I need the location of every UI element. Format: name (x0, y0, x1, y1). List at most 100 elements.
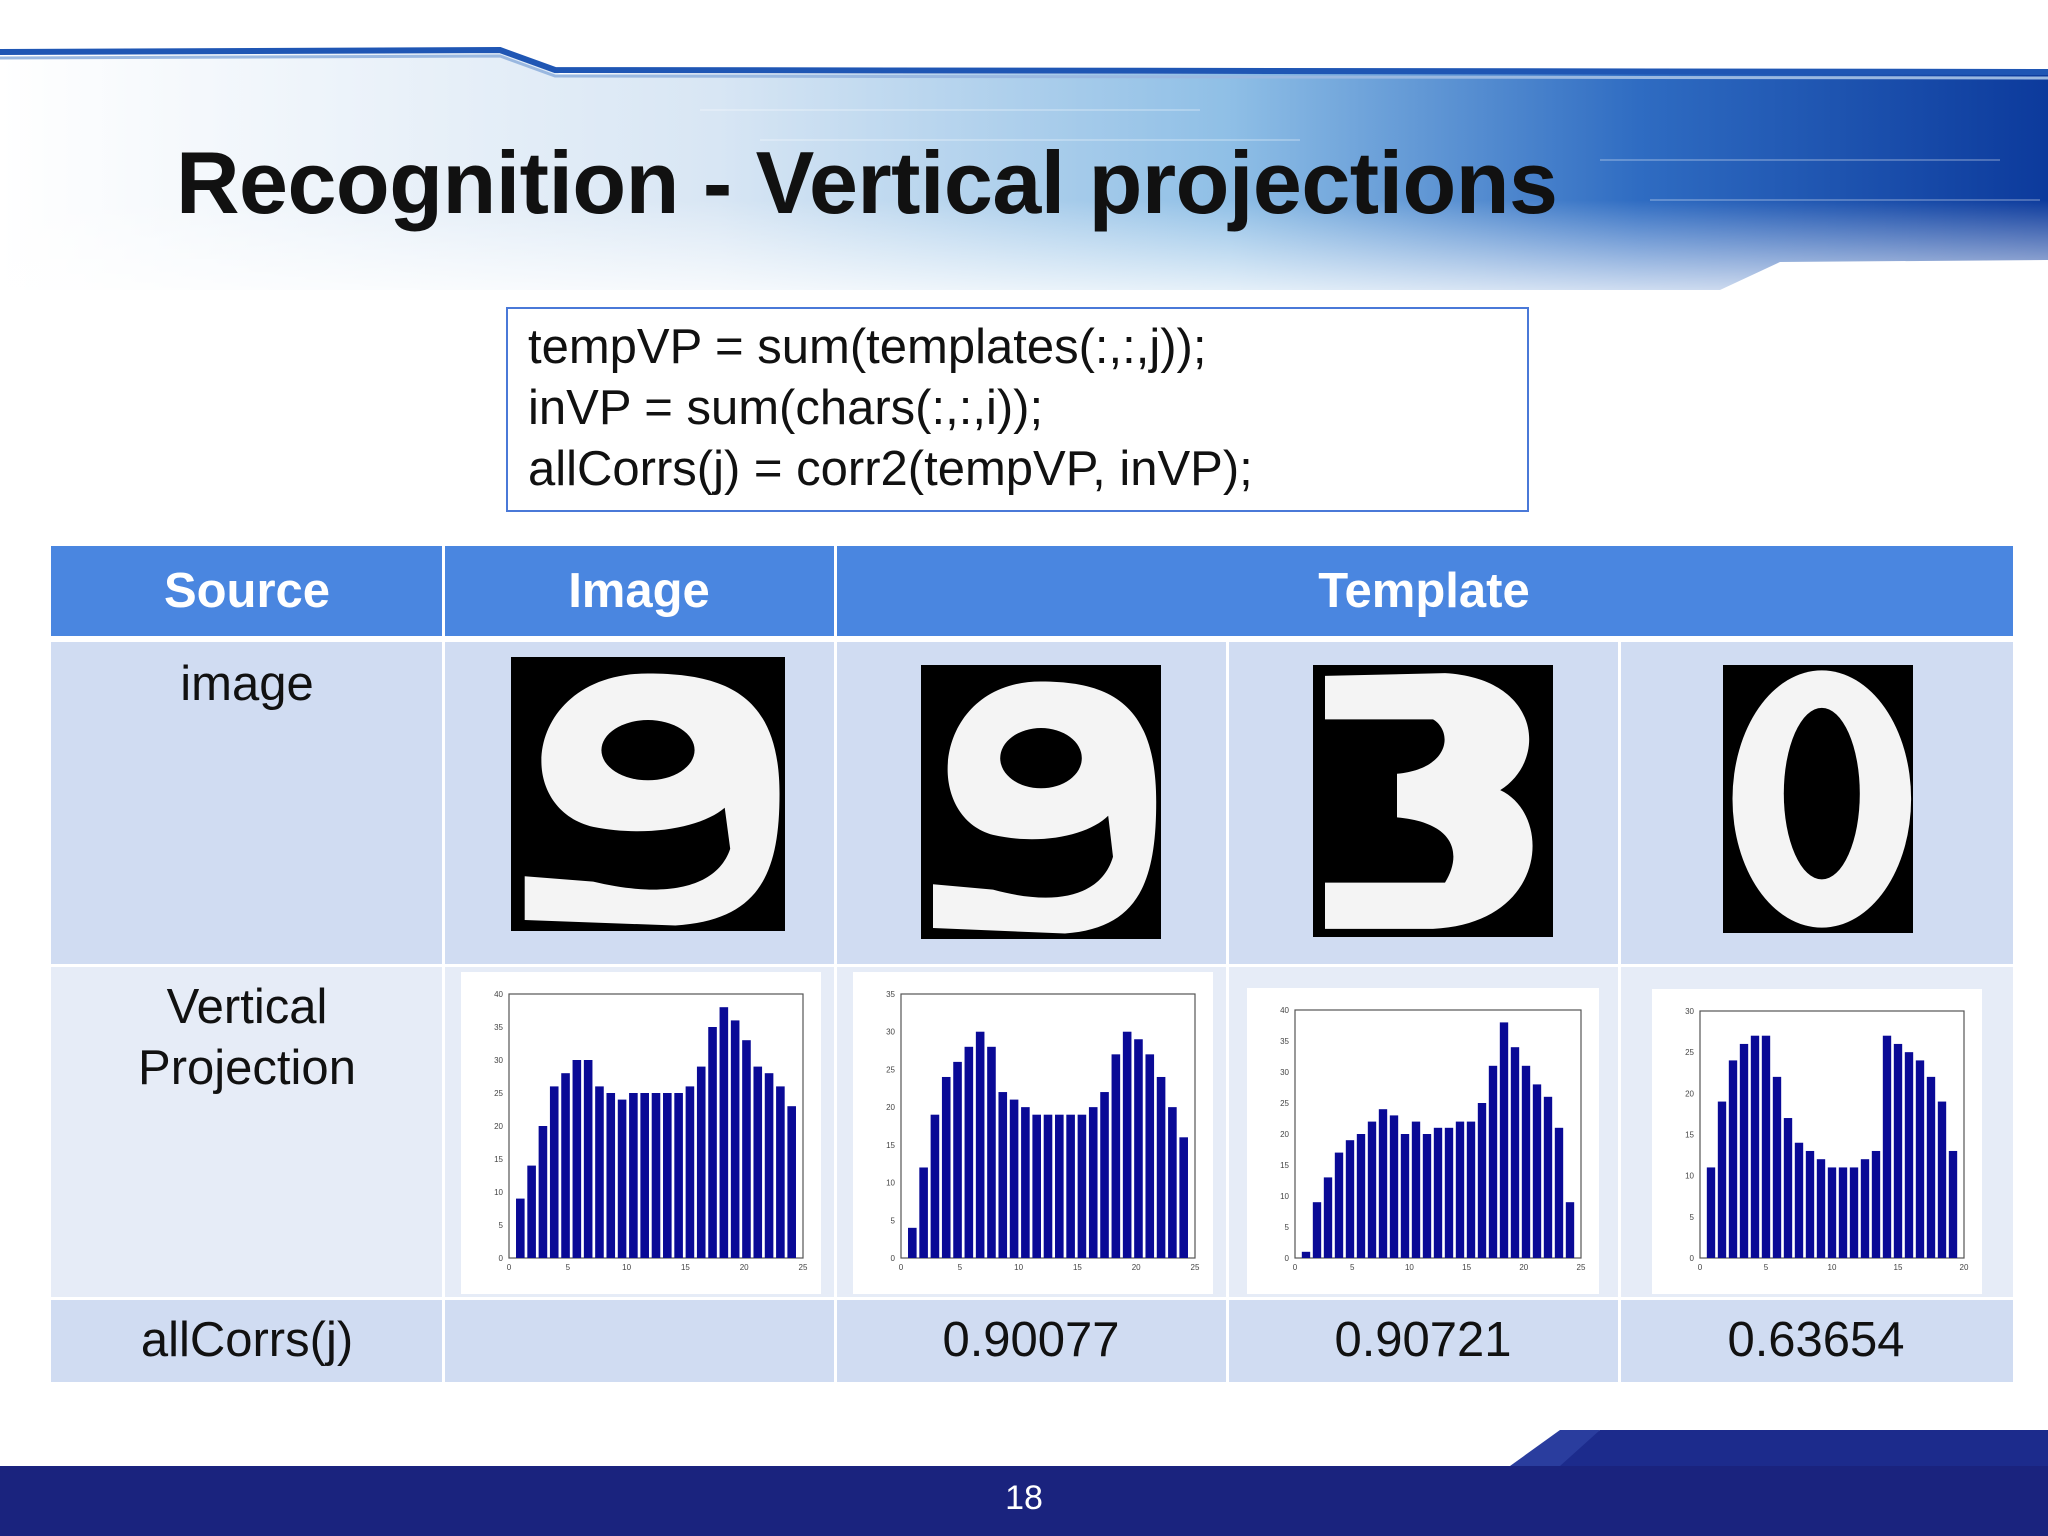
projection-bar (908, 1227, 917, 1258)
y-tick-label: 10 (494, 1188, 503, 1197)
projection-chart-source: 40 35 30 25 20 15 10 5 00 5 10 15 20 25 (461, 972, 821, 1294)
digit-image-source (511, 657, 785, 931)
x-tick-label: 0 (1698, 1263, 1703, 1272)
projection-bar (764, 1073, 774, 1258)
x-tick-label: 5 (958, 1263, 963, 1272)
projection-chart-template: 35 30 25 20 15 10 5 00 5 10 15 20 25 (853, 972, 1213, 1294)
projection-bar (776, 1086, 785, 1258)
y-tick-label: 5 (499, 1221, 504, 1230)
projection-bar (1444, 1127, 1454, 1258)
projection-bar (617, 1099, 627, 1258)
y-tick-label: 10 (1280, 1192, 1289, 1201)
table-divider (1226, 642, 1229, 1382)
code-line: allCorrs(j) = corr2(tempVP, inVP); (528, 442, 1253, 496)
projection-bar (1422, 1134, 1432, 1258)
projection-bar (1455, 1121, 1465, 1258)
projection-bar (1871, 1150, 1881, 1258)
y-tick-label: 0 (1285, 1254, 1290, 1263)
projection-bar (1915, 1060, 1925, 1258)
projection-bar (572, 1060, 582, 1258)
projection-bar (1860, 1159, 1870, 1258)
x-tick-label: 10 (1405, 1263, 1414, 1272)
projection-bar (953, 1061, 962, 1258)
projection-bar (1043, 1114, 1053, 1258)
corr-value: 0.90721 (1334, 1313, 1512, 1367)
code-line: tempVP = sum(templates(:,:,j)); (528, 320, 1207, 374)
projection-bar (663, 1093, 672, 1258)
y-tick-label: 20 (1280, 1130, 1289, 1139)
x-tick-label: 15 (1894, 1263, 1903, 1272)
projection-bar (1948, 1150, 1958, 1258)
projection-bar (1334, 1152, 1344, 1258)
projection-bar (1543, 1096, 1553, 1258)
y-tick-label: 35 (1280, 1037, 1289, 1046)
projection-bar (1466, 1121, 1476, 1258)
x-tick-label: 20 (740, 1263, 749, 1272)
y-tick-label: 0 (499, 1254, 504, 1263)
page-number: 18 (1005, 1479, 1043, 1517)
digit-image-template (1313, 665, 1553, 937)
row-label-projection-line2: Projection (138, 1041, 356, 1095)
projection-bar (1134, 1039, 1143, 1258)
y-tick-label: 15 (886, 1141, 895, 1150)
projection-bar (538, 1126, 548, 1258)
projection-bar (1122, 1031, 1132, 1258)
y-tick-label: 20 (1685, 1089, 1694, 1098)
x-tick-label: 25 (799, 1263, 808, 1272)
header-template: Template (835, 546, 2013, 642)
row-label-correlation: allCorrs(j) (140, 1313, 354, 1367)
y-tick-label: 5 (1285, 1223, 1290, 1232)
projection-bar (1088, 1107, 1098, 1258)
x-tick-label: 5 (1350, 1263, 1355, 1272)
projection-bar (629, 1093, 638, 1258)
code-snippet-box: tempVP = sum(templates(:,:,j)); inVP = s… (506, 307, 1529, 512)
projection-chart-template: 30 25 20 15 10 5 00 5 10 15 20 (1652, 989, 1982, 1294)
x-tick-label: 25 (1191, 1263, 1200, 1272)
projection-bar (1706, 1167, 1716, 1258)
projection-bar (1882, 1035, 1892, 1258)
projection-bar (1838, 1167, 1848, 1258)
projection-bar (1565, 1202, 1575, 1258)
digit-image-template (1723, 665, 1913, 933)
y-tick-label: 10 (886, 1179, 895, 1188)
projection-bar (1761, 1035, 1771, 1258)
projection-bar (1066, 1114, 1075, 1258)
projection-bar (1312, 1202, 1322, 1258)
projection-bar (1893, 1043, 1903, 1258)
projection-bar (595, 1086, 604, 1258)
row-label-projection-line1: Vertical (166, 980, 328, 1034)
x-tick-label: 10 (1828, 1263, 1837, 1272)
projection-bar (583, 1060, 593, 1258)
y-tick-label: 30 (1280, 1068, 1289, 1077)
y-tick-label: 30 (886, 1028, 895, 1037)
projection-bar (1739, 1043, 1749, 1258)
projection-bar (1510, 1047, 1520, 1258)
projection-bar (561, 1073, 570, 1258)
projection-bar (1345, 1140, 1355, 1258)
x-tick-label: 10 (1014, 1263, 1023, 1272)
projection-bar (527, 1165, 536, 1258)
projection-bar (987, 1046, 996, 1258)
projection-bar (730, 1020, 740, 1258)
projection-bar (1521, 1065, 1531, 1258)
y-tick-label: 15 (494, 1155, 503, 1164)
projection-bar (1783, 1118, 1793, 1258)
projection-bar (1433, 1127, 1443, 1258)
title-banner (0, 46, 2048, 300)
projection-bar (1168, 1107, 1177, 1258)
projection-bar (1077, 1114, 1087, 1258)
projection-bar (1378, 1109, 1388, 1258)
projection-bar (674, 1093, 683, 1258)
y-tick-label: 10 (1685, 1172, 1694, 1181)
projection-chart-template: 40 35 30 25 20 15 10 5 00 5 10 15 20 25 (1247, 988, 1599, 1294)
digit-image-template (921, 665, 1161, 939)
projection-bar (719, 1007, 729, 1258)
projection-bar (1111, 1054, 1121, 1258)
table-divider (51, 964, 2013, 967)
projection-bar (1937, 1101, 1947, 1258)
projection-bar (1356, 1134, 1366, 1258)
projection-bar (930, 1114, 940, 1258)
projection-bar (787, 1106, 796, 1258)
corr-value: 0.90077 (942, 1313, 1120, 1367)
y-tick-label: 20 (494, 1122, 503, 1131)
